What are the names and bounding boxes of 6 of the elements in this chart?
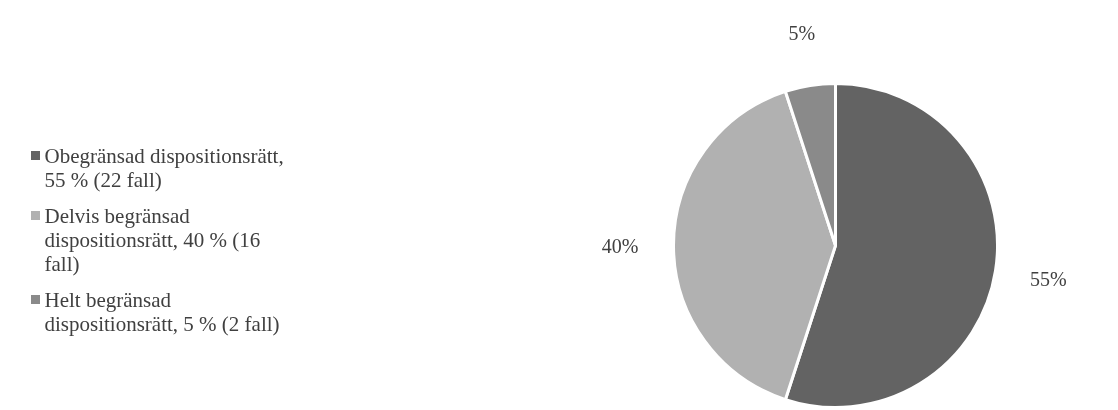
legend-label: Obegränsad dispositionsrätt, 55 % (22 fall) (44, 143, 284, 192)
legend-label: Delvis begränsad dispositionsrätt, 40 % (16 fall) (44, 203, 261, 276)
legend-label: Helt begränsad dispositionsrätt, 5 % (2 fall) (44, 287, 280, 336)
data-label: 5% (788, 21, 816, 44)
data-label: 55% (1029, 268, 1067, 291)
data-label: 40% (601, 234, 639, 257)
